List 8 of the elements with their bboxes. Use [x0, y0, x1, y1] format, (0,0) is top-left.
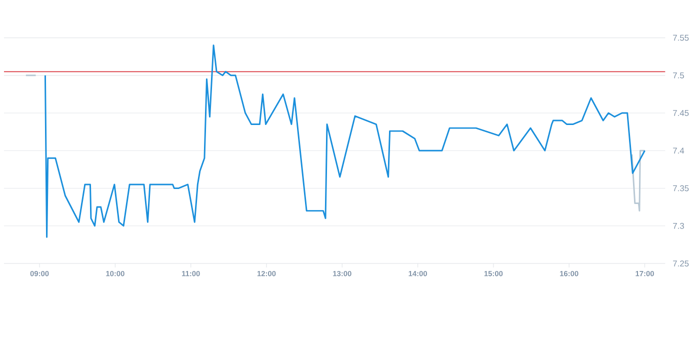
y-tick-label: 7.5: [673, 72, 684, 78]
y-tick-label: 7.45: [673, 110, 689, 116]
y-tick-label: 7.35: [673, 185, 689, 192]
y-tick-label: 7.55: [673, 34, 689, 41]
line-series: [44, 44, 646, 238]
y-tick-label: 7.3: [673, 222, 684, 229]
y-tick-label: 7.4: [673, 148, 684, 154]
y-tick-label: 7.25: [673, 260, 689, 266]
